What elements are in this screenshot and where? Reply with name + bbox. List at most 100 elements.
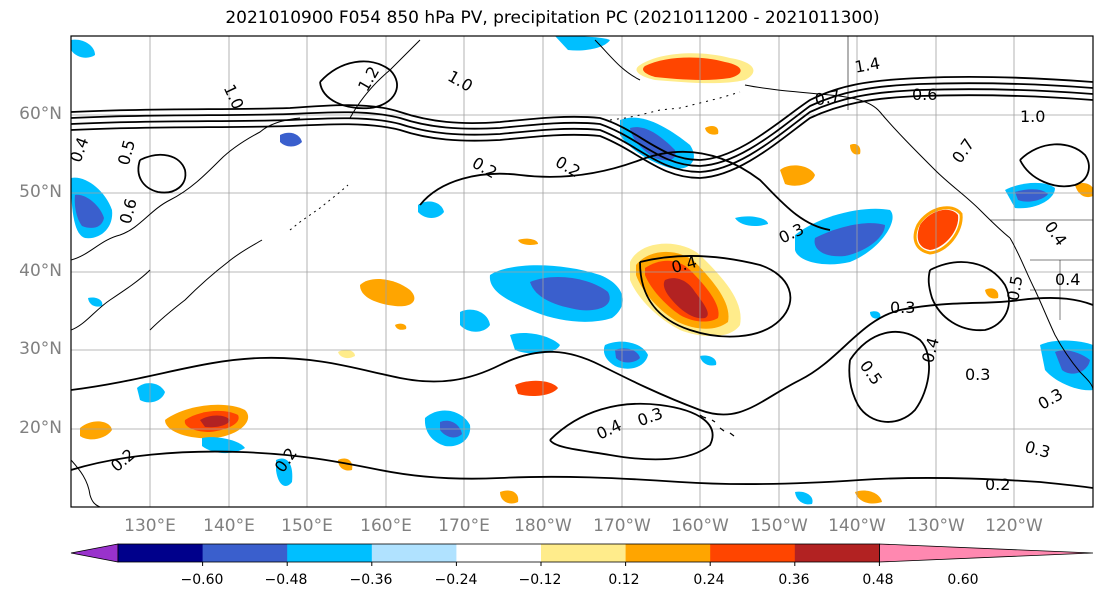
lat-label: 60°N [19, 104, 62, 124]
contour-label: 0.3 [965, 365, 990, 384]
canada-border [847, 36, 1093, 221]
colorbar-segment [625, 544, 711, 562]
west-contour [137, 153, 187, 194]
colorbar-outline [117, 543, 880, 563]
colorbar-segment [456, 544, 542, 562]
east-contour [927, 261, 1010, 331]
alaska-coast [594, 39, 1011, 239]
coastlines [71, 36, 1093, 507]
lon-label: 170°W [593, 516, 651, 536]
jet-contour-4 [71, 94, 1093, 179]
cool-blob-small-2 [276, 458, 293, 486]
warm-blob-ne-pacific [780, 165, 815, 186]
colorbar-segment [202, 544, 288, 562]
cool-blob-mid-3 [418, 201, 444, 218]
warm-blob-small-3 [1075, 183, 1093, 198]
east-contour-2 [848, 331, 930, 423]
colorbar-segment [541, 544, 627, 562]
mid-contour-1 [419, 150, 831, 231]
warm-blob-bering-mid [643, 57, 741, 80]
lon-label: 120°W [985, 516, 1043, 536]
lat-label: 50°N [19, 182, 62, 202]
cool-blob-bc-core [1015, 189, 1048, 202]
lon-label: 170°E [438, 516, 490, 536]
north-america-coast [1009, 237, 1093, 391]
colorbar-tick-label: 0.24 [693, 572, 725, 588]
warm-blob-small-6 [518, 238, 538, 245]
cool-blob-small-7 [870, 311, 881, 319]
graticule [71, 36, 1093, 507]
cool-blob-okhotsk [280, 132, 302, 147]
cool-blob-hawaii-n-core [615, 348, 640, 363]
warm-blob-small-1 [500, 490, 519, 504]
lon-label: 160°E [360, 516, 412, 536]
colorbar-segment [287, 544, 373, 562]
colorbar-tick-label: −0.48 [264, 572, 308, 588]
cool-blob-small-5 [700, 355, 717, 366]
cool-blob-small-4 [795, 491, 813, 505]
kuril-islands [289, 184, 349, 231]
contour-label: 0.5 [1003, 274, 1026, 302]
colorbar [70, 543, 1094, 566]
philippines [71, 459, 101, 507]
cool-blob-mid-2 [460, 309, 490, 332]
low-contour [549, 402, 714, 461]
warm-blob-small-8 [985, 288, 999, 299]
warm-blob-subtropic-1 [515, 380, 558, 396]
lat-label: 20°N [19, 418, 62, 438]
colorbar-tick-label: −0.12 [518, 572, 562, 588]
contour-labels: 0.4 0.5 0.6 1.0 1.2 1.0 0.2 0.2 1.4 0.7 … [71, 54, 1080, 494]
cool-blob-nw [71, 39, 95, 58]
colorbar-segment [371, 544, 457, 562]
colorbar-segment [794, 544, 880, 562]
cool-blob-mid-4 [137, 383, 165, 403]
lon-label: 160°W [671, 516, 729, 536]
south-contour [71, 450, 1093, 489]
warm-blob-west-pacific-center [200, 415, 230, 428]
cool-blob-central-pacific-core [530, 277, 610, 311]
jet-contour-2 [71, 82, 1093, 167]
contour-label: 1.0 [1020, 107, 1045, 126]
lon-label: 140°W [828, 516, 886, 536]
cool-blob-small-3 [202, 437, 245, 454]
contour-label: 1.4 [853, 54, 881, 77]
warm-blob-gulf-alaska-outline [913, 206, 963, 255]
lon-label: 140°E [203, 516, 255, 536]
contour-label: 0.4 [1055, 270, 1080, 289]
asia-coast [71, 117, 301, 331]
jet-contour-3 [71, 88, 1093, 173]
warm-blob-gulf-alaska [917, 209, 959, 250]
map-title: 2021010900 F054 850 hPa PV, precipitatio… [225, 8, 880, 28]
jet-contour-1 [71, 75, 1093, 161]
warm-blob-midlat [360, 278, 415, 307]
colorbar-extend-low [70, 543, 119, 563]
negative-precip-anomalies [71, 36, 1093, 505]
colorbar-tick-label: 0.60 [947, 572, 979, 588]
contour-label: 0.3 [890, 298, 915, 317]
contour-label: 0.7 [813, 86, 841, 109]
lon-label: 130°W [907, 516, 965, 536]
cool-blob-small-1 [735, 216, 768, 226]
cool-blob-kamchatka [555, 36, 610, 51]
warm-blob-small-10 [850, 144, 861, 155]
contour-label: 0.6 [912, 85, 937, 104]
cool-blob-small-6 [88, 297, 103, 307]
kamchatka-contour [319, 60, 398, 110]
subtropical-contour [71, 297, 1093, 416]
colorbar-tick-label: 0.36 [778, 572, 810, 588]
contour-label: 0.2 [985, 475, 1010, 494]
lat-label: 40°N [19, 261, 62, 281]
warm-blob-small-9 [705, 126, 719, 135]
warm-blob-small-5 [338, 458, 353, 471]
warm-blob-central-pacific-core [663, 278, 708, 319]
pv-contours [71, 60, 1093, 489]
map-frame [70, 35, 1094, 508]
cool-blob-mid-1 [510, 333, 560, 354]
colorbar-extend-high [879, 543, 1094, 563]
colorbar-tick-label: −0.60 [180, 572, 224, 588]
hawaii [699, 414, 735, 437]
japan-coast [149, 239, 263, 331]
colorbar-tick-label: −0.36 [349, 572, 393, 588]
ne-contour [1019, 143, 1090, 188]
